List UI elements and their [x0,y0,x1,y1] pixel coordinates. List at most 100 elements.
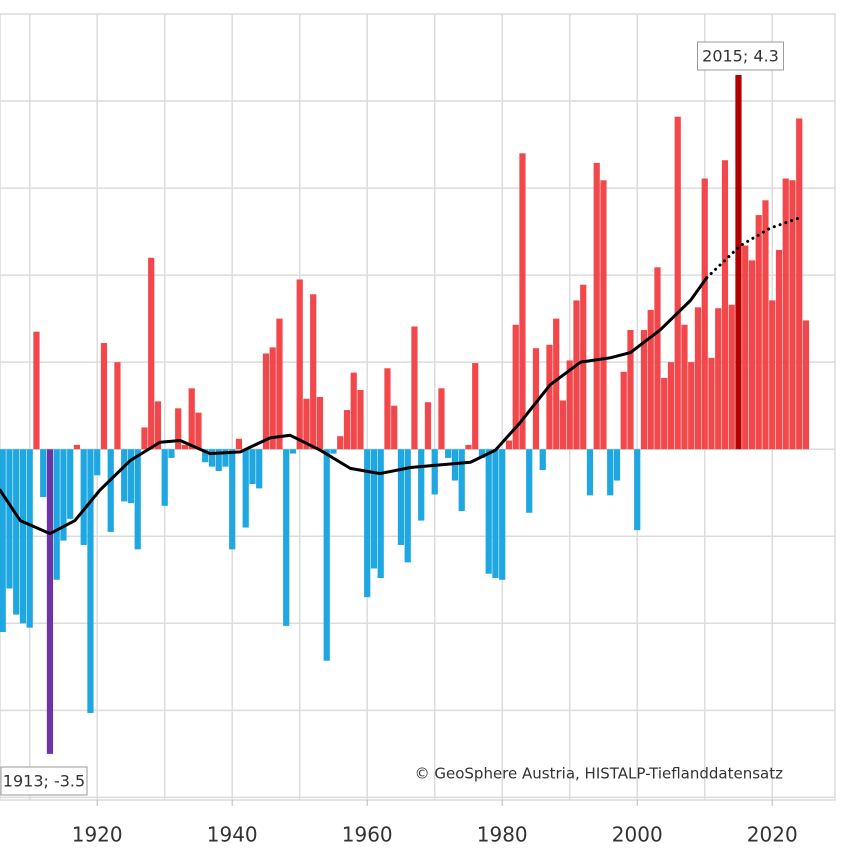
x-tick-label: 1960 [342,823,393,847]
bar [465,444,472,450]
bar [40,449,47,498]
annotation: 2015; 4.3 [702,47,779,66]
bar [208,449,216,467]
bar [512,324,519,450]
bar [654,267,661,450]
bar [46,449,54,754]
bar [762,200,769,450]
bar [701,178,708,450]
bar [667,362,675,450]
bar [532,348,540,450]
bar [242,449,249,528]
bar [276,318,283,450]
bar [364,449,371,598]
bar [195,412,202,450]
bar [573,300,580,450]
bar [661,377,668,450]
bar [539,449,546,471]
bar [148,257,155,450]
bar [53,449,60,580]
bar [397,449,405,545]
bar [769,300,776,450]
bar [316,396,324,450]
bar [485,449,492,574]
credit: © GeoSphere Austria, HISTALP-Tieflanddat… [415,765,784,783]
bar [188,388,195,450]
bar [87,449,94,713]
bar [775,249,783,450]
bar [19,449,27,624]
annotation-box [0,766,88,796]
bar [620,371,627,450]
bar [161,449,168,506]
bar [593,162,600,450]
annotation: 1913; -3.5 [3,772,85,791]
bar [634,449,641,531]
bar [445,449,452,458]
bar [553,318,560,450]
bar [721,160,729,450]
bar [235,438,243,450]
bar [60,449,67,541]
bar [107,449,114,532]
bar [222,449,229,467]
bar [755,215,762,450]
bar [256,449,263,489]
smoothed-line [705,216,802,280]
bar [782,178,789,450]
bar [600,180,607,450]
bar [708,357,715,450]
x-tick-label: 1980 [477,823,528,847]
bar [411,326,418,450]
bar [546,344,553,450]
bar [80,449,87,545]
bar [505,440,513,450]
bar [141,427,148,450]
plot-frame [0,13,836,801]
bar [796,118,803,450]
bar [33,331,40,450]
bar [114,362,121,450]
bar [94,449,101,476]
bar [289,449,297,454]
bar [296,279,303,450]
bar [715,308,722,450]
bars [0,74,810,754]
bar [586,449,594,496]
bar [438,388,445,450]
bar [607,449,614,496]
bar [330,449,337,454]
bar [303,398,310,450]
x-tick-label: 1920 [72,823,123,847]
bar [694,307,702,450]
bar [789,180,796,450]
smoothed-line [0,276,709,536]
bar [134,449,141,550]
bar [215,449,222,471]
bar [26,449,33,628]
x-tick-label: 2000 [612,823,663,847]
bar [566,360,573,450]
bar [613,449,621,481]
bar [519,153,526,450]
bar [681,324,688,450]
bar [100,343,108,450]
bar [323,449,330,661]
bar [580,284,587,450]
bar [742,245,749,450]
bar [627,329,634,450]
bar [499,449,506,580]
bar [357,390,364,450]
annotation-box [696,41,784,71]
bar [6,449,13,589]
bar [181,444,189,450]
bar [175,408,182,450]
bar [735,74,742,450]
bar [647,309,654,450]
bar [154,401,162,450]
x-tick-label: 2020 [747,823,798,847]
bar [249,449,256,485]
lines [0,216,802,536]
bar [350,372,357,450]
